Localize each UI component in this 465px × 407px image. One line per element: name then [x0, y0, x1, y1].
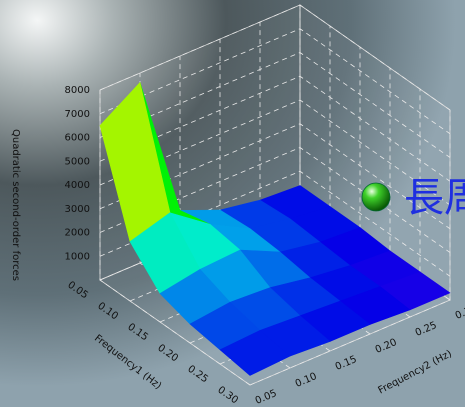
overlay-text: 長周 — [404, 175, 465, 221]
z-tick-label: 5000 — [65, 156, 90, 167]
z-tick-label: 8000 — [65, 85, 90, 96]
green-ball-icon — [362, 183, 390, 211]
z-tick-label: 7000 — [65, 109, 90, 120]
z-tick-label: 1000 — [65, 251, 90, 262]
z-tick-label: 2000 — [65, 228, 90, 239]
chart: 100020003000400050006000700080000.050.10… — [0, 0, 465, 407]
z-tick-label: 3000 — [65, 204, 90, 215]
z-tick-label: 6000 — [65, 133, 90, 144]
z-axis-title: Quadratic second-order forces — [10, 129, 21, 281]
z-tick-label: 4000 — [65, 180, 90, 191]
